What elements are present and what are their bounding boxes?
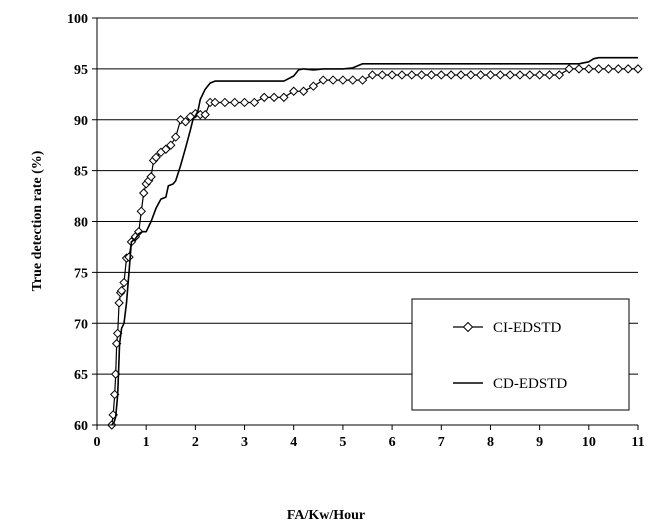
point-ci-edstd-69 [564, 64, 574, 74]
y-tick-label-6: 90 [74, 114, 88, 129]
point-ci-edstd-35 [230, 97, 240, 108]
point-ci-edstd-23 [161, 144, 171, 154]
point-ci-edstd-72 [593, 64, 604, 74]
point-ci-edstd-63 [505, 70, 515, 80]
x-tick-label-7: 7 [438, 435, 445, 450]
x-tick-label-5: 5 [339, 435, 346, 450]
x-tick-label-0: 0 [94, 435, 101, 450]
x-tick-label-4: 4 [290, 435, 297, 450]
point-ci-edstd-37 [249, 97, 260, 108]
point-ci-edstd-65 [525, 70, 535, 80]
point-ci-edstd-47 [348, 75, 358, 85]
point-ci-edstd-42 [298, 86, 309, 96]
point-ci-edstd-48 [357, 75, 368, 85]
point-ci-edstd-16 [139, 188, 149, 198]
point-ci-edstd-58 [456, 70, 466, 80]
point-ci-edstd-52 [397, 70, 407, 80]
point-ci-edstd-15 [136, 206, 146, 217]
point-ci-edstd-25 [170, 132, 181, 142]
point-ci-edstd-55 [426, 70, 437, 80]
x-tick-label-11: 11 [631, 435, 644, 450]
legend-label-cd-edstd: CD-EDSTD [493, 376, 567, 392]
legend-box [411, 298, 630, 411]
point-ci-edstd-74 [613, 64, 624, 74]
point-ci-edstd-24 [166, 140, 176, 150]
tick-labels: 60 65 70 75 80 85 90 95 100 0 1 2 3 4 5 6 7 8 9 10 11 [67, 12, 645, 450]
point-ci-edstd-45 [328, 75, 338, 85]
point-ci-edstd-27 [180, 117, 191, 127]
y-tick-label-0: 60 [74, 419, 88, 434]
x-tick-label-3: 3 [241, 435, 248, 450]
y-tick-label-8: 100 [67, 12, 88, 27]
point-ci-edstd-8 [116, 285, 127, 296]
y-tick-label-1: 65 [74, 368, 88, 383]
point-ci-edstd-50 [377, 70, 387, 80]
point-ci-edstd-40 [279, 92, 289, 103]
x-tick-label-8: 8 [487, 435, 494, 450]
point-ci-edstd-33 [210, 97, 220, 108]
point-ci-edstd-41 [289, 86, 299, 96]
x-tick-label-1: 1 [143, 435, 150, 450]
point-ci-edstd-46 [338, 75, 348, 85]
point-ci-edstd-44 [318, 75, 328, 85]
point-ci-edstd-54 [416, 70, 427, 80]
point-ci-edstd-62 [495, 70, 505, 80]
point-ci-edstd-70 [574, 64, 584, 74]
point-ci-edstd-9 [119, 277, 129, 288]
point-ci-edstd-49 [367, 70, 378, 80]
point-ci-edstd-39 [269, 92, 279, 103]
point-ci-edstd-75 [623, 64, 633, 74]
point-ci-edstd-66 [534, 70, 545, 80]
legend-marker-ci-edstd [462, 321, 474, 333]
y-tick-label-4: 80 [74, 216, 88, 231]
point-ci-edstd-36 [239, 97, 250, 108]
x-tick-label-10: 10 [582, 435, 596, 450]
point-ci-edstd-53 [407, 70, 417, 80]
point-ci-edstd-34 [220, 97, 230, 108]
x-tick-label-6: 6 [389, 435, 396, 450]
y-tick-label-2: 70 [74, 317, 88, 332]
y-tick-label-3: 75 [74, 266, 88, 281]
point-ci-edstd-61 [485, 70, 496, 80]
point-ci-edstd-21 [151, 152, 161, 163]
series-line-cd-edstd [111, 56, 638, 426]
x-tick-label-2: 2 [192, 435, 199, 450]
legend-label-ci-edstd: CI-EDSTD [493, 320, 561, 336]
point-ci-edstd-64 [515, 70, 525, 80]
x-tick-label-9: 9 [536, 435, 543, 450]
point-ci-edstd-76 [633, 64, 643, 74]
point-ci-edstd-43 [308, 81, 319, 91]
point-ci-edstd-67 [544, 70, 555, 80]
point-ci-edstd-68 [554, 70, 565, 80]
y-axis-title: True detection rate (%) [30, 150, 45, 291]
series-layer [107, 56, 643, 430]
point-ci-edstd-60 [475, 70, 486, 80]
point-ci-edstd-19 [146, 172, 156, 182]
point-ci-edstd-73 [603, 64, 614, 74]
point-ci-edstd-31 [200, 109, 210, 120]
point-ci-edstd-59 [466, 70, 476, 80]
y-tick-label-5: 85 [74, 165, 88, 180]
point-ci-edstd-56 [436, 70, 446, 80]
point-ci-edstd-14 [134, 226, 144, 237]
point-ci-edstd-57 [446, 70, 456, 80]
point-ci-edstd-51 [387, 70, 397, 80]
y-tick-label-7: 95 [74, 63, 88, 78]
x-axis-title: FA/Kw/Hour [287, 508, 365, 523]
point-ci-edstd-38 [259, 92, 269, 103]
point-ci-edstd-71 [584, 64, 594, 74]
point-ci-edstd-6 [114, 298, 124, 308]
legend: CI-EDSTD CD-EDSTD [411, 298, 630, 411]
gridlines [97, 17, 638, 375]
